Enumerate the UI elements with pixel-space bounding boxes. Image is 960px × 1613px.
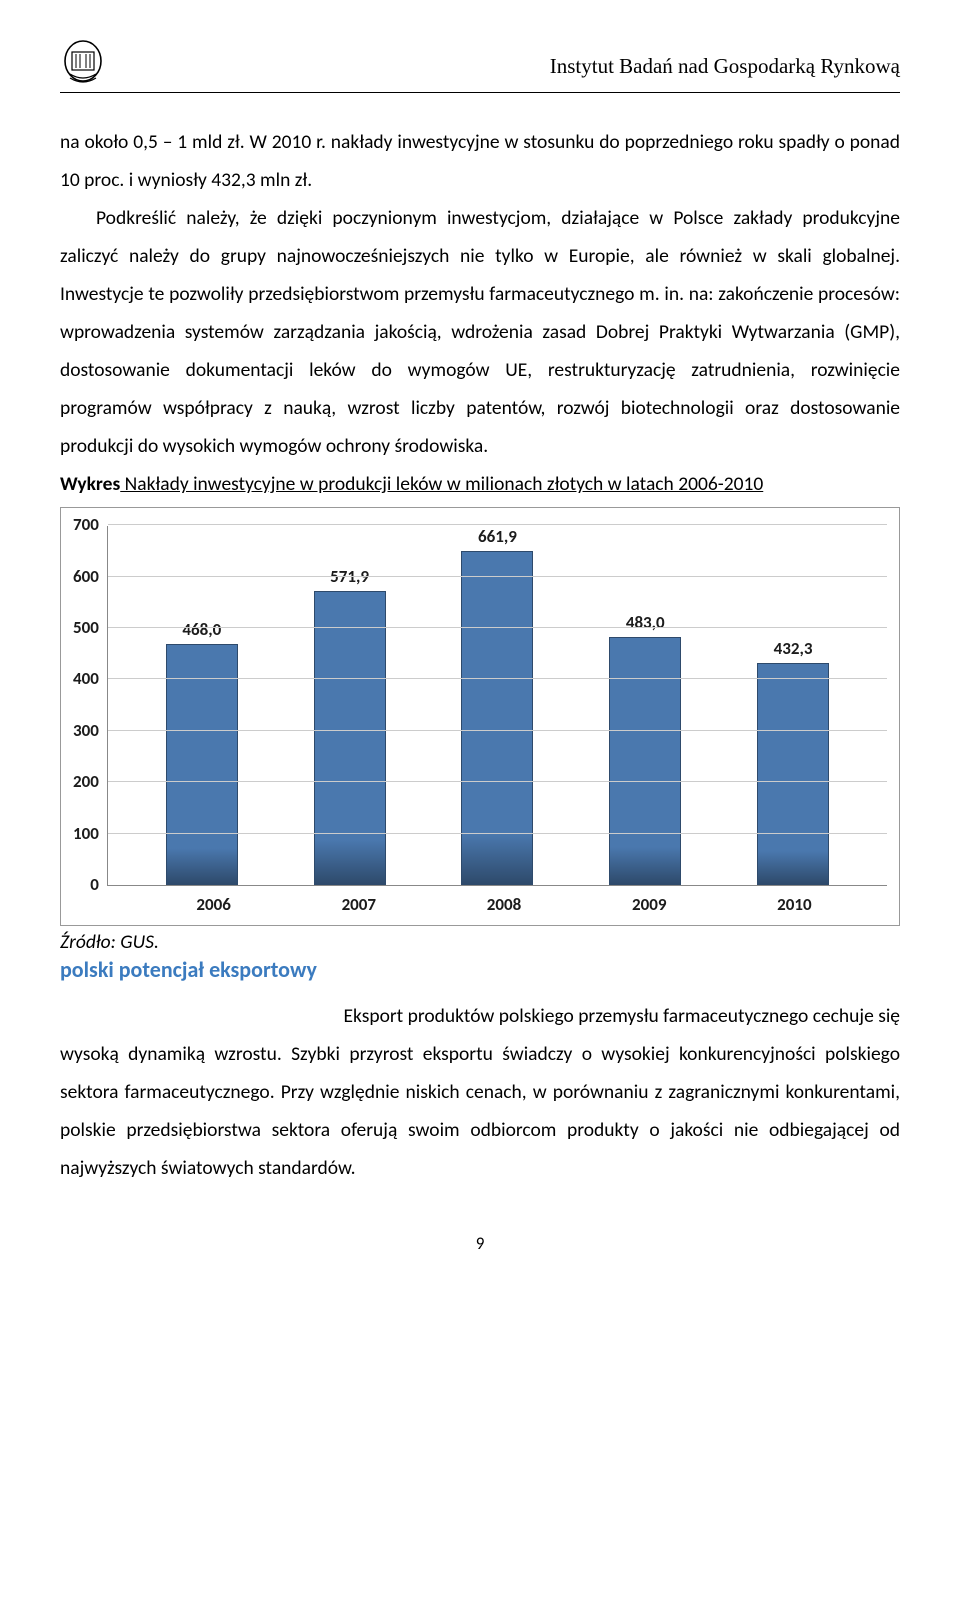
chart-gridline [108, 730, 887, 731]
chart-x-tick: 2007 [286, 894, 431, 915]
chart-bar-slot: 571,9 [276, 526, 424, 885]
chart-plot-area: 468,0 571,9 661,9 483,0 432,3 [107, 526, 887, 886]
paragraph-2: Podkreślić należy, że dzięki poczynionym… [60, 199, 900, 465]
chart-gridline [108, 833, 887, 834]
chart-bar-slot: 468,0 [128, 526, 276, 885]
chart-x-axis: 20062007200820092010 [121, 886, 887, 915]
page-header: Instytut Badań nad Gospodarką Rynkową [60, 40, 900, 86]
chart-gridline [108, 576, 887, 577]
chart-bar-value-label: 468,0 [182, 619, 221, 640]
chart-gridline [108, 524, 887, 525]
chart-x-tick: 2008 [431, 894, 576, 915]
section-heading-export: polski potencjał eksportowy [60, 956, 900, 983]
chart-bar-value-label: 432,3 [774, 638, 813, 659]
chart-bar-slot: 661,9 [424, 526, 572, 885]
chart-y-axis: 7006005004003002001000 [73, 526, 107, 886]
chart-bar-value-label: 483,0 [626, 612, 665, 633]
paragraph-3-rest: wysoką dynamiką wzrostu. Szybki przyrost… [60, 1035, 900, 1187]
chart-bar-slot: 483,0 [571, 526, 719, 885]
header-divider [60, 92, 900, 93]
chart-bar [461, 551, 533, 885]
bar-chart: 7006005004003002001000 468,0 571,9 661,9 48… [60, 507, 900, 926]
chart-caption: Wykres Nakłady inwestycyjne w produkcji … [60, 465, 900, 503]
chart-gridline [108, 678, 887, 679]
page-number: 9 [60, 1233, 900, 1254]
chart-bars-group: 468,0 571,9 661,9 483,0 432,3 [108, 526, 887, 885]
paragraph-1: na około 0,5 – 1 mld zł. W 2010 r. nakła… [60, 123, 900, 199]
chart-caption-text: Nakłady inwestycyjne w produkcji leków w… [120, 472, 763, 496]
chart-x-tick: 2009 [577, 894, 722, 915]
institute-logo [60, 40, 106, 86]
chart-x-tick: 2010 [722, 894, 867, 915]
chart-plot-wrap: 7006005004003002001000 468,0 571,9 661,9 48… [73, 526, 887, 886]
chart-x-tick: 2006 [141, 894, 286, 915]
chart-gridline [108, 627, 887, 628]
chart-bar [314, 591, 386, 885]
chart-bar [166, 644, 238, 885]
chart-gridline [108, 781, 887, 782]
paragraph-3-lead: Eksport produktów polskiego przemysłu fa… [60, 997, 900, 1035]
chart-source: Źródło: GUS. [60, 930, 900, 954]
chart-bar [609, 637, 681, 885]
chart-caption-prefix: Wykres [60, 472, 120, 496]
institute-name: Instytut Badań nad Gospodarką Rynkową [550, 54, 900, 79]
chart-bar-slot: 432,3 [719, 526, 867, 885]
chart-bar [757, 663, 829, 885]
chart-bar-value-label: 661,9 [478, 526, 517, 547]
